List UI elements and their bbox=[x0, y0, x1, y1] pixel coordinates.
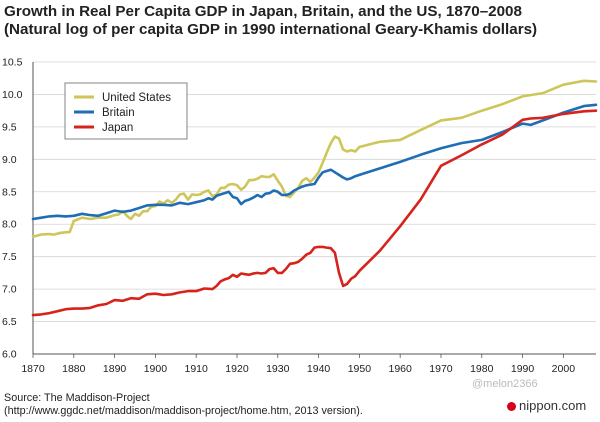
y-tick-label: 7.5 bbox=[2, 251, 17, 263]
x-tick-label: 1900 bbox=[144, 363, 168, 375]
title-line-1: Growth in Real Per Capita GDP in Japan, … bbox=[4, 3, 522, 20]
x-tick-label: 2000 bbox=[552, 363, 576, 375]
title-line-2: (Natural log of per capita GDP in 1990 i… bbox=[4, 21, 538, 38]
series-line-britain bbox=[31, 103, 598, 221]
y-tick-label: 10.0 bbox=[2, 89, 23, 101]
legend-label-japan: Japan bbox=[102, 122, 133, 134]
y-tick-label: 10.5 bbox=[2, 57, 23, 69]
x-tick-label: 1920 bbox=[225, 363, 249, 375]
source-note: Source: The Maddison-Project (http://www… bbox=[4, 392, 363, 418]
chart-title: Growth in Real Per Capita GDP in Japan, … bbox=[4, 3, 537, 39]
series-line-japan bbox=[31, 109, 598, 317]
brand-dot-icon bbox=[507, 402, 516, 411]
y-tick-label: 8.0 bbox=[2, 219, 17, 231]
y-tick-label: 9.5 bbox=[2, 121, 17, 133]
x-tick-label: 1980 bbox=[470, 363, 494, 375]
x-tick-label: 1880 bbox=[62, 363, 86, 375]
y-tick-label: 7.0 bbox=[2, 284, 17, 296]
legend-label-britain: Britain bbox=[102, 107, 135, 119]
source-line-2: (http://www.ggdc.net/maddison/maddison-p… bbox=[4, 405, 363, 417]
brand-logo[interactable]: nippon.com bbox=[507, 398, 586, 413]
x-tick-label: 1870 bbox=[21, 363, 45, 375]
y-tick-label: 6.0 bbox=[2, 349, 17, 361]
x-tick-label: 1960 bbox=[388, 363, 412, 375]
x-tick-label: 1930 bbox=[266, 363, 290, 375]
brand-name: nippon.com bbox=[519, 398, 587, 413]
x-tick-label: 1890 bbox=[103, 363, 127, 375]
watermark: @melon2366 bbox=[472, 378, 538, 390]
y-tick-label: 9.0 bbox=[2, 154, 17, 166]
y-tick-label: 6.5 bbox=[2, 316, 17, 328]
x-tick-label: 1990 bbox=[511, 363, 535, 375]
source-line-1: Source: The Maddison-Project bbox=[4, 392, 150, 404]
x-tick-label: 1950 bbox=[348, 363, 372, 375]
series-line-united-states bbox=[31, 79, 598, 238]
legend-label-united-states: United States bbox=[102, 92, 171, 104]
y-tick-label: 8.5 bbox=[2, 186, 17, 198]
x-tick-label: 1910 bbox=[185, 363, 209, 375]
x-tick-label: 1970 bbox=[429, 363, 453, 375]
x-tick-label: 1940 bbox=[307, 363, 331, 375]
